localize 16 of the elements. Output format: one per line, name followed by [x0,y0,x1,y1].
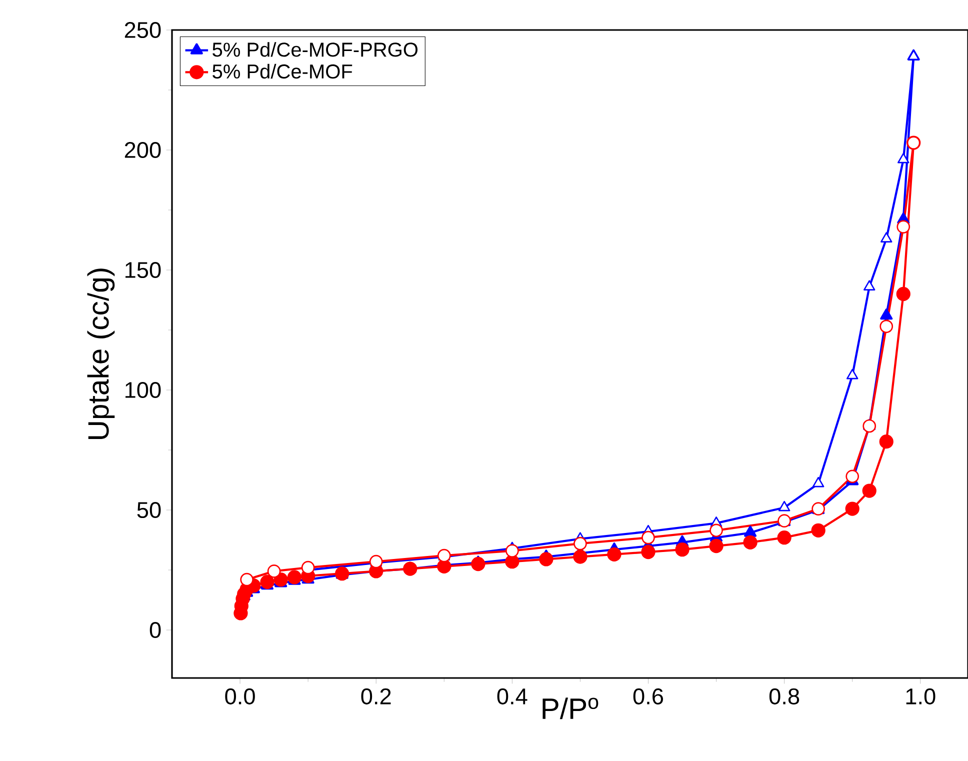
y-tick-label: 150 [126,262,161,278]
x-tick-label: 0.6 [633,688,663,704]
y-tick-label: 200 [124,142,161,158]
y-tick-label: 0 [150,622,161,638]
x-tick-label: 0.8 [769,688,800,704]
y-axis-title: Uptake (cc/g) [87,268,115,439]
legend-label: 5% Pd/Ce-MOF-PRGO [212,42,418,57]
y-tick-label: 250 [124,22,161,38]
x-tick-label: 0.2 [361,688,391,704]
y-tick-label: 100 [126,382,161,398]
x-tick-label: 0.4 [497,688,528,704]
legend-label: 5% Pd/Ce-MOF [212,64,352,79]
x-tick-label: 1.0 [906,688,936,704]
x-tick-label: 0.0 [225,688,255,704]
x-axis-title: P/P$^{o}$ [542,698,598,720]
y-tick-label: 50 [137,502,161,518]
